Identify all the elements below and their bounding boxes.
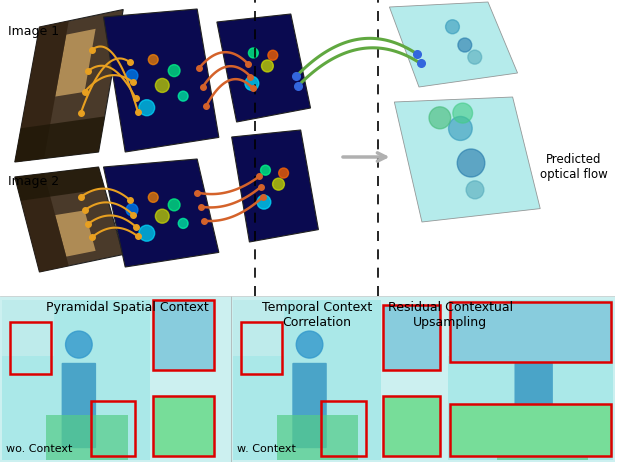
Circle shape bbox=[168, 65, 180, 77]
FancyBboxPatch shape bbox=[46, 415, 128, 460]
FancyBboxPatch shape bbox=[2, 300, 150, 460]
Circle shape bbox=[449, 116, 472, 140]
Circle shape bbox=[446, 20, 459, 34]
FancyBboxPatch shape bbox=[233, 300, 285, 356]
Text: Image 1: Image 1 bbox=[8, 25, 59, 38]
FancyBboxPatch shape bbox=[447, 300, 613, 460]
FancyBboxPatch shape bbox=[62, 363, 96, 448]
FancyBboxPatch shape bbox=[153, 396, 214, 456]
Circle shape bbox=[296, 331, 323, 358]
FancyBboxPatch shape bbox=[233, 300, 381, 460]
Circle shape bbox=[261, 60, 273, 72]
Circle shape bbox=[458, 38, 472, 52]
FancyBboxPatch shape bbox=[449, 404, 611, 456]
Circle shape bbox=[149, 55, 158, 65]
Polygon shape bbox=[15, 21, 69, 162]
Circle shape bbox=[261, 165, 270, 175]
Polygon shape bbox=[232, 130, 318, 242]
Polygon shape bbox=[389, 2, 517, 87]
Circle shape bbox=[178, 91, 188, 101]
Circle shape bbox=[149, 192, 158, 202]
Circle shape bbox=[466, 181, 484, 199]
Circle shape bbox=[248, 48, 258, 58]
Circle shape bbox=[139, 225, 155, 241]
Circle shape bbox=[273, 178, 285, 190]
Circle shape bbox=[66, 331, 92, 358]
FancyBboxPatch shape bbox=[384, 304, 440, 370]
Text: Residual Contextual
Upsampling: Residual Contextual Upsampling bbox=[388, 301, 513, 328]
FancyBboxPatch shape bbox=[153, 300, 214, 370]
Text: w. Context: w. Context bbox=[236, 444, 296, 454]
Text: Image 2: Image 2 bbox=[8, 175, 59, 188]
Circle shape bbox=[126, 70, 138, 82]
Circle shape bbox=[257, 195, 271, 209]
Circle shape bbox=[126, 204, 138, 216]
Polygon shape bbox=[15, 116, 105, 162]
Circle shape bbox=[155, 209, 169, 223]
Circle shape bbox=[429, 107, 451, 129]
Circle shape bbox=[453, 103, 472, 123]
Circle shape bbox=[268, 50, 278, 60]
Circle shape bbox=[245, 76, 259, 91]
Text: Pyramidal Spatial Context: Pyramidal Spatial Context bbox=[46, 301, 209, 314]
FancyBboxPatch shape bbox=[0, 296, 615, 462]
FancyBboxPatch shape bbox=[497, 415, 588, 460]
FancyBboxPatch shape bbox=[449, 302, 611, 362]
FancyBboxPatch shape bbox=[277, 415, 358, 460]
Circle shape bbox=[155, 79, 169, 92]
Circle shape bbox=[168, 199, 180, 211]
FancyBboxPatch shape bbox=[514, 363, 553, 448]
Polygon shape bbox=[55, 29, 95, 97]
Circle shape bbox=[468, 50, 482, 64]
Polygon shape bbox=[55, 210, 95, 256]
Polygon shape bbox=[15, 10, 123, 162]
Polygon shape bbox=[15, 174, 69, 272]
FancyBboxPatch shape bbox=[292, 363, 327, 448]
Circle shape bbox=[139, 100, 155, 116]
FancyBboxPatch shape bbox=[2, 300, 54, 356]
Text: Temporal Context
Correlation: Temporal Context Correlation bbox=[261, 301, 372, 328]
FancyBboxPatch shape bbox=[447, 300, 505, 356]
FancyBboxPatch shape bbox=[384, 396, 440, 456]
Polygon shape bbox=[15, 167, 105, 201]
Polygon shape bbox=[15, 167, 123, 272]
Circle shape bbox=[279, 168, 288, 178]
Text: Predicted
optical flow: Predicted optical flow bbox=[540, 153, 608, 181]
Circle shape bbox=[457, 149, 485, 177]
Polygon shape bbox=[104, 9, 219, 152]
Polygon shape bbox=[104, 159, 219, 267]
Circle shape bbox=[178, 219, 188, 228]
Polygon shape bbox=[394, 97, 540, 222]
Polygon shape bbox=[217, 14, 311, 122]
Text: wo. Context: wo. Context bbox=[6, 444, 72, 454]
Circle shape bbox=[519, 329, 548, 360]
